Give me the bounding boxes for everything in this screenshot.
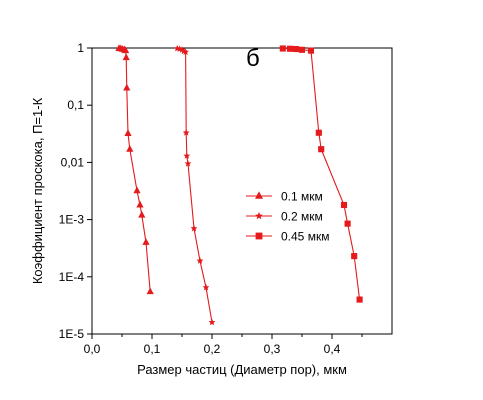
- panel-label: б: [246, 45, 260, 72]
- data-point: [124, 129, 132, 137]
- x-tick-label: 0,3: [264, 342, 281, 356]
- data-point: [298, 46, 306, 53]
- data-point: [279, 45, 286, 52]
- legend: 0.1 мкм 0.2 мкм 0.45 мкм: [246, 190, 329, 244]
- y-tick-label: 0,1: [67, 98, 84, 112]
- legend-label: 0.1 мкм: [281, 190, 323, 204]
- series-star: [173, 44, 216, 326]
- x-tick-label: 0,4: [324, 342, 341, 356]
- data-point: [318, 146, 325, 153]
- legend-marker: [255, 191, 263, 199]
- x-tick-label: 0,1: [144, 342, 161, 356]
- legend-marker: [255, 212, 263, 220]
- data-point: [146, 287, 154, 295]
- data-point: [202, 283, 210, 291]
- data-point: [344, 220, 351, 227]
- data-point: [122, 46, 130, 54]
- series-square: [279, 45, 363, 303]
- legend-label: 0.2 мкм: [281, 210, 323, 224]
- series-line: [282, 47, 361, 300]
- series-line: [177, 47, 213, 323]
- data-point: [356, 296, 363, 303]
- data-point: [196, 257, 204, 264]
- x-axis-title: Размер частиц (Диаметр пор), мкм: [137, 362, 347, 377]
- data-point: [286, 45, 294, 52]
- series-line: [118, 47, 151, 292]
- x-tick-label: 0,0: [84, 342, 101, 356]
- series-layer: [115, 44, 363, 326]
- data-point: [142, 238, 150, 245]
- y-tick-label: 0,01: [61, 155, 85, 169]
- data-point: [123, 83, 131, 91]
- y-tick-label: 1E-4: [59, 270, 85, 284]
- data-point: [340, 201, 348, 209]
- y-tick-label: 1E-3: [59, 213, 85, 227]
- x-axis: 0,0 0,1 0,2 0,3 0,4: [84, 334, 363, 356]
- data-point: [182, 48, 190, 55]
- data-point: [315, 129, 322, 136]
- data-point: [190, 224, 198, 232]
- y-tick-label: 1: [77, 41, 84, 55]
- data-point: [351, 253, 358, 260]
- data-point: [184, 160, 192, 167]
- data-point: [136, 200, 144, 208]
- data-point: [138, 210, 146, 218]
- legend-label: 0.45 мкм: [281, 230, 329, 244]
- series-triangle: [115, 44, 154, 295]
- data-point: [122, 53, 130, 61]
- data-point: [126, 145, 134, 152]
- y-tick-label: 1E-5: [59, 327, 85, 341]
- data-point: [182, 129, 190, 136]
- y-axis-title: Коэффициент проскока, П=1-К: [30, 97, 45, 284]
- data-point: [183, 152, 191, 159]
- data-point: [133, 186, 141, 194]
- data-point: [208, 318, 216, 326]
- data-point: [307, 47, 315, 54]
- x-tick-label: 0,2: [204, 342, 221, 356]
- data-point: [292, 45, 300, 53]
- y-axis: 1E-5 1E-4 1E-3 0,01 0,1 1: [59, 41, 92, 341]
- legend-marker: [255, 232, 263, 240]
